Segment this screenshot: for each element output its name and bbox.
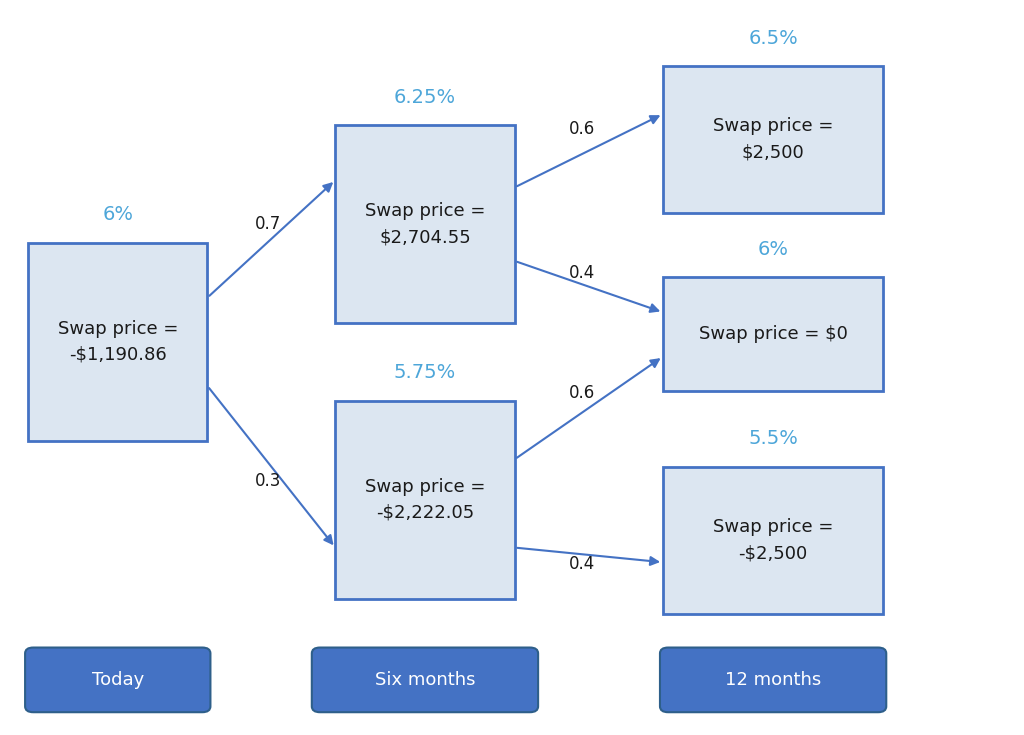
Text: Swap price = $0: Swap price = $0 bbox=[698, 326, 848, 343]
Text: 6%: 6% bbox=[758, 240, 788, 259]
Text: 0.4: 0.4 bbox=[568, 556, 595, 573]
Text: 0.7: 0.7 bbox=[255, 215, 282, 233]
Text: 6.25%: 6.25% bbox=[394, 87, 456, 107]
FancyBboxPatch shape bbox=[336, 401, 514, 599]
Text: 12 months: 12 months bbox=[725, 671, 821, 689]
Text: Swap price =
-$2,500: Swap price = -$2,500 bbox=[713, 518, 834, 562]
FancyBboxPatch shape bbox=[311, 648, 539, 712]
Text: 6.5%: 6.5% bbox=[749, 29, 798, 48]
FancyBboxPatch shape bbox=[29, 243, 207, 441]
FancyBboxPatch shape bbox=[664, 278, 883, 391]
Text: Swap price =
$2,704.55: Swap price = $2,704.55 bbox=[365, 202, 485, 246]
Text: Swap price =
-$2,222.05: Swap price = -$2,222.05 bbox=[365, 478, 485, 522]
Text: 6%: 6% bbox=[102, 205, 133, 224]
Text: 0.6: 0.6 bbox=[568, 384, 595, 402]
Text: 0.3: 0.3 bbox=[255, 473, 282, 490]
Text: 0.4: 0.4 bbox=[568, 265, 595, 282]
Text: 0.6: 0.6 bbox=[568, 120, 595, 137]
Text: 5.5%: 5.5% bbox=[749, 429, 798, 448]
Text: Swap price =
-$1,190.86: Swap price = -$1,190.86 bbox=[57, 320, 178, 364]
FancyBboxPatch shape bbox=[25, 648, 211, 712]
FancyBboxPatch shape bbox=[664, 467, 883, 614]
Text: Swap price =
$2,500: Swap price = $2,500 bbox=[713, 118, 834, 162]
FancyBboxPatch shape bbox=[336, 125, 514, 323]
FancyBboxPatch shape bbox=[664, 66, 883, 213]
Text: 5.75%: 5.75% bbox=[394, 363, 456, 382]
Text: Six months: Six months bbox=[375, 671, 475, 689]
Text: Today: Today bbox=[91, 671, 144, 689]
FancyBboxPatch shape bbox=[659, 648, 886, 712]
